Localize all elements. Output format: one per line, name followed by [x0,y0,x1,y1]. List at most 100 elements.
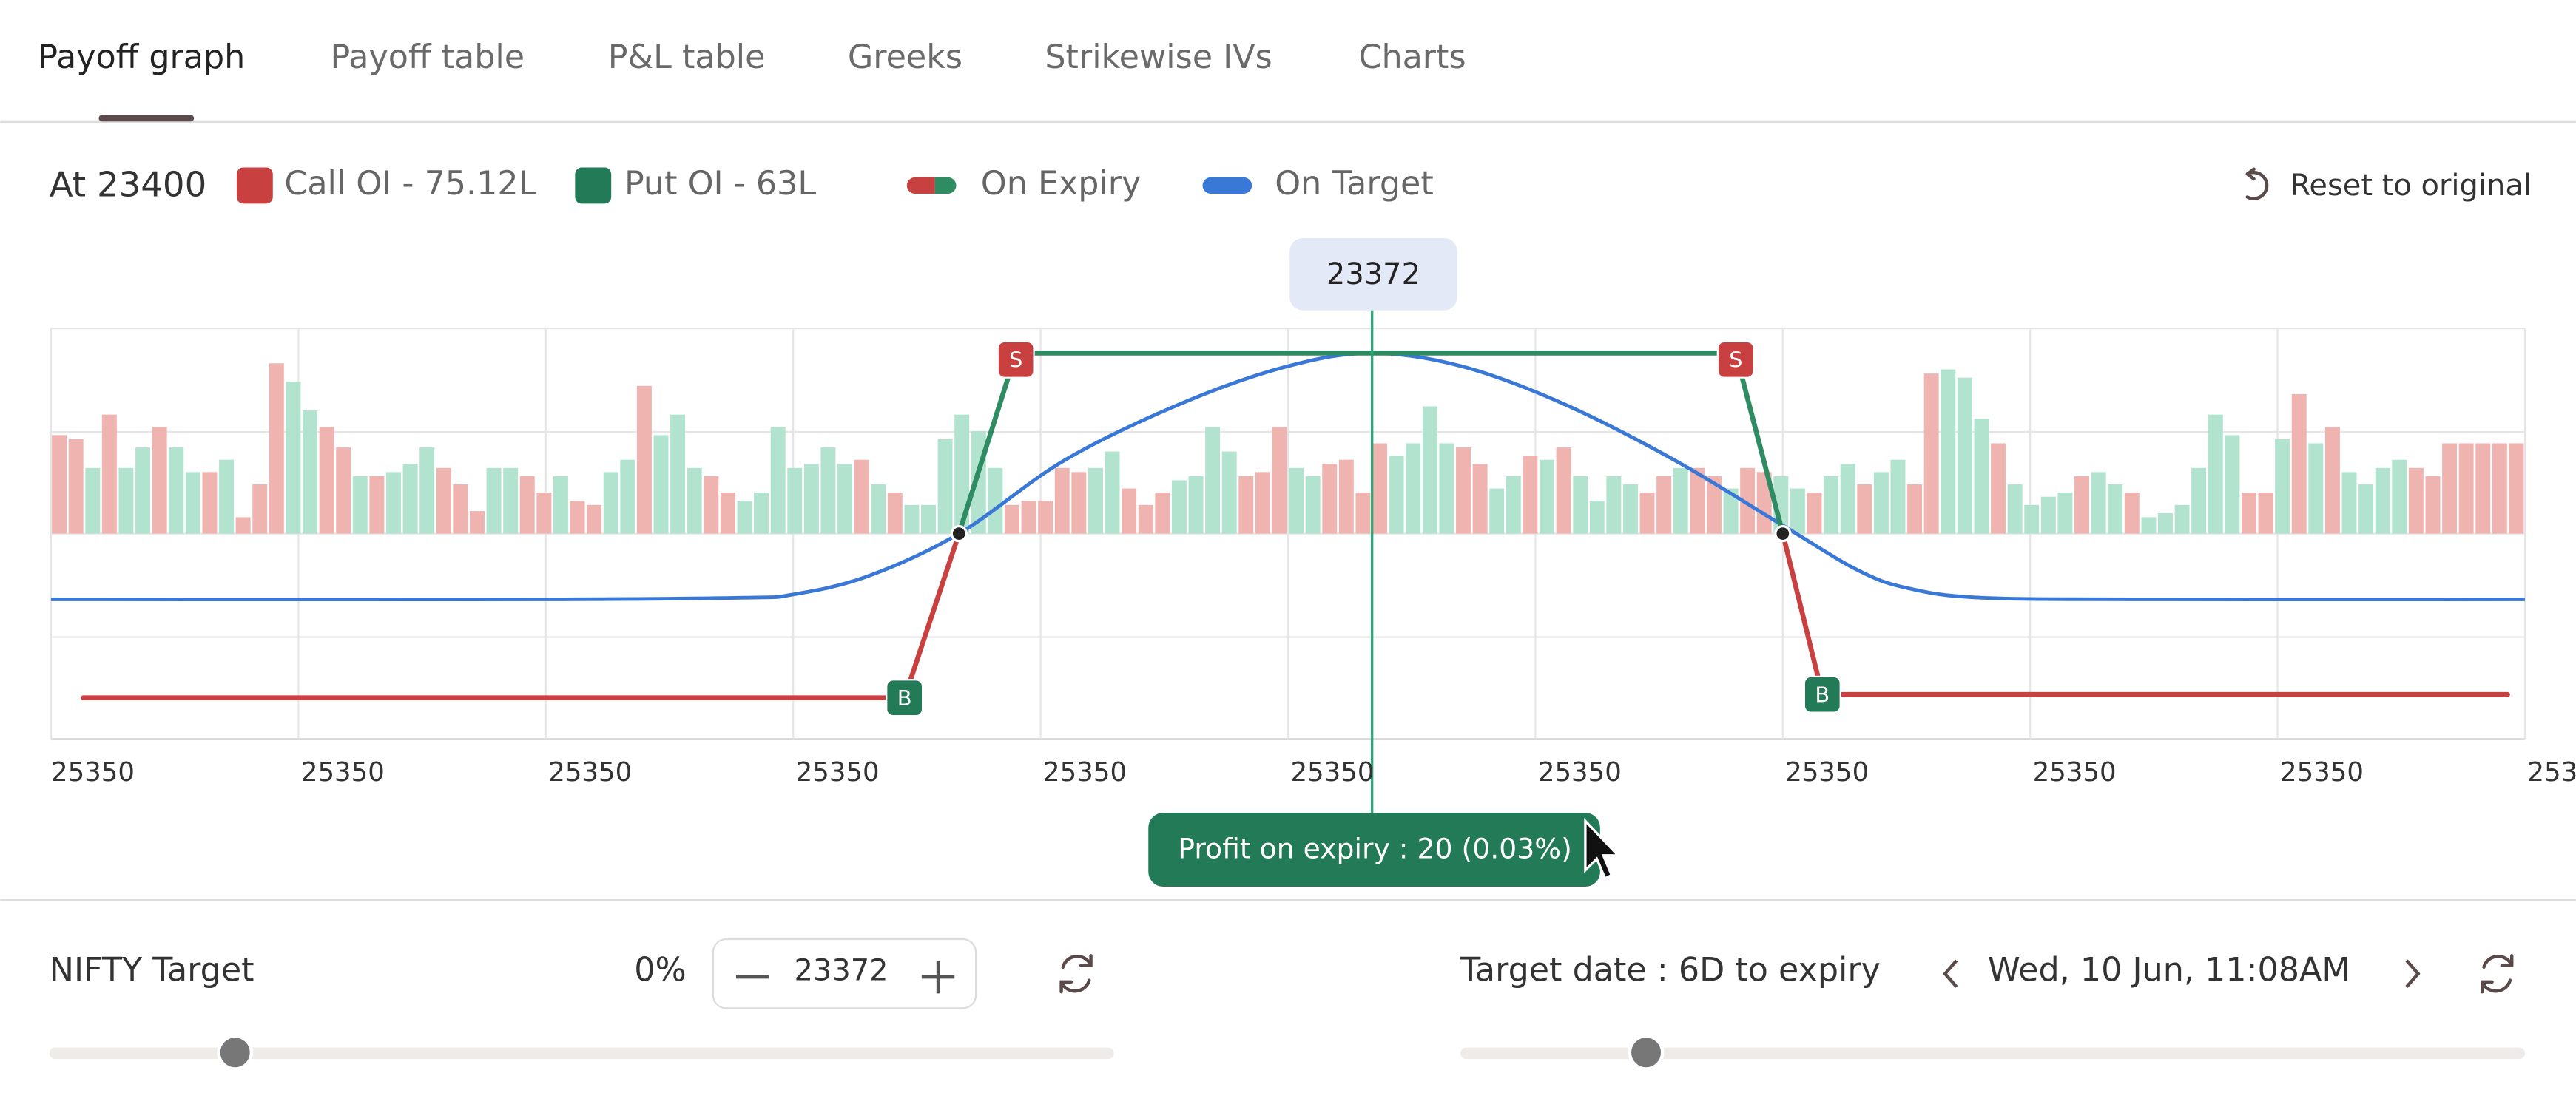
oi-bar [2124,493,2140,534]
prev-date-button[interactable] [1943,959,1958,988]
oi-bar [386,472,401,534]
oi-bar [1723,488,1739,534]
x-tick-label: 25350 [2527,757,2576,788]
reset-icon [2245,167,2269,200]
refresh-button[interactable] [1059,954,1093,994]
oi-bar [2408,467,2424,534]
oi-bar [1105,451,1120,534]
slider-track[interactable] [1460,1047,2525,1060]
oi-bar [2492,443,2507,534]
oi-bar [921,504,936,534]
oi-bar [1171,480,1187,534]
oi-bar [1840,464,1855,534]
reset-button[interactable]: Reset to original [2245,167,2532,203]
oi-bar [1873,472,1889,534]
oi-bar [704,476,719,534]
oi-bar [336,447,351,534]
oi-bar [1556,447,1571,534]
oi-bar [1372,443,1388,534]
expiry-segment [1780,531,1825,697]
next-date-button[interactable] [2405,959,2421,988]
active-tab-indicator [98,115,195,122]
oi-bar [803,464,819,534]
legend-swatch [236,167,273,204]
slider-thumb[interactable] [1628,1034,1665,1071]
refresh-button[interactable] [2481,954,2514,994]
oi-bar [453,484,468,534]
oi-bar [1991,443,2006,534]
oi-bar [887,493,903,534]
oi-bar [519,476,535,534]
oi-bar [2074,476,2089,534]
legend-swatch [906,177,935,194]
oi-bar [2425,476,2441,534]
oi-bar [570,501,585,534]
oi-bar [101,414,117,534]
x-tick-label: 25350 [796,757,880,788]
oi-bar [2442,443,2458,534]
x-tick-label: 25350 [1290,757,1374,788]
oi-bar [419,447,435,534]
oi-bar [1088,467,1103,534]
oi-bar [1706,476,1722,534]
trade-label: S [1009,347,1022,372]
oi-bar [2108,484,2123,534]
oi-bar [2241,493,2256,534]
oi-bar [219,459,235,534]
oi-bar [1573,476,1588,534]
oi-bar [1272,427,1287,534]
oi-bar [1138,504,1153,534]
oi-bar [536,493,552,534]
increment-button[interactable] [921,960,955,994]
target-date: Wed, 10 Jun, 11:08AM [1988,951,2350,989]
oi-bar [1188,476,1204,534]
trade-label: B [897,686,912,711]
tab[interactable]: P&L table [608,38,766,76]
oi-bar [620,459,635,534]
oi-bar [636,385,652,534]
oi-bar [436,467,451,534]
legend-swatch [575,167,612,204]
trade-marker [886,679,924,717]
tab[interactable]: Charts [1358,38,1466,76]
oi-bar [503,467,519,534]
tab[interactable]: Greeks [848,38,962,76]
tab[interactable]: Payoff graph [38,38,245,76]
oi-bar [252,484,268,534]
cursor-label: 23372 [1326,257,1420,291]
target-input[interactable]: 23372 [794,953,888,987]
tab[interactable]: Payoff table [330,38,525,76]
oi-bar [118,467,134,534]
expiry-segment [902,531,962,701]
x-tick-label: 25350 [1785,757,1869,788]
oi-bar [904,504,920,534]
oi-bar [2158,512,2173,534]
oi-bar [937,439,953,534]
oi-bar [2174,504,2190,534]
oi-bar [670,414,686,534]
slider-track[interactable] [49,1047,1114,1060]
oi-bar [1205,427,1221,534]
reset-label[interactable]: Reset to original [2290,169,2531,203]
oi-bar [402,464,418,534]
oi-bar [1305,476,1321,534]
oi-bar [1456,447,1471,534]
tab[interactable]: Strikewise IVs [1045,38,1272,76]
legend-swatch [1202,177,1252,194]
oi-bar [1221,451,1237,534]
oi-bar [52,435,67,534]
oi-bar [2208,414,2223,534]
oi-bar [2191,467,2207,534]
oi-bar [352,476,368,534]
oi-bar [2308,443,2324,534]
oi-bar [1389,456,1404,534]
oi-bar [1322,464,1338,534]
expiry-segment [956,351,1019,536]
slider-thumb[interactable] [217,1034,254,1071]
oi-bar [1540,459,1554,534]
oi-bar [1589,501,1605,534]
oi-bar [486,467,502,534]
x-tick-label: 25350 [2280,757,2364,788]
